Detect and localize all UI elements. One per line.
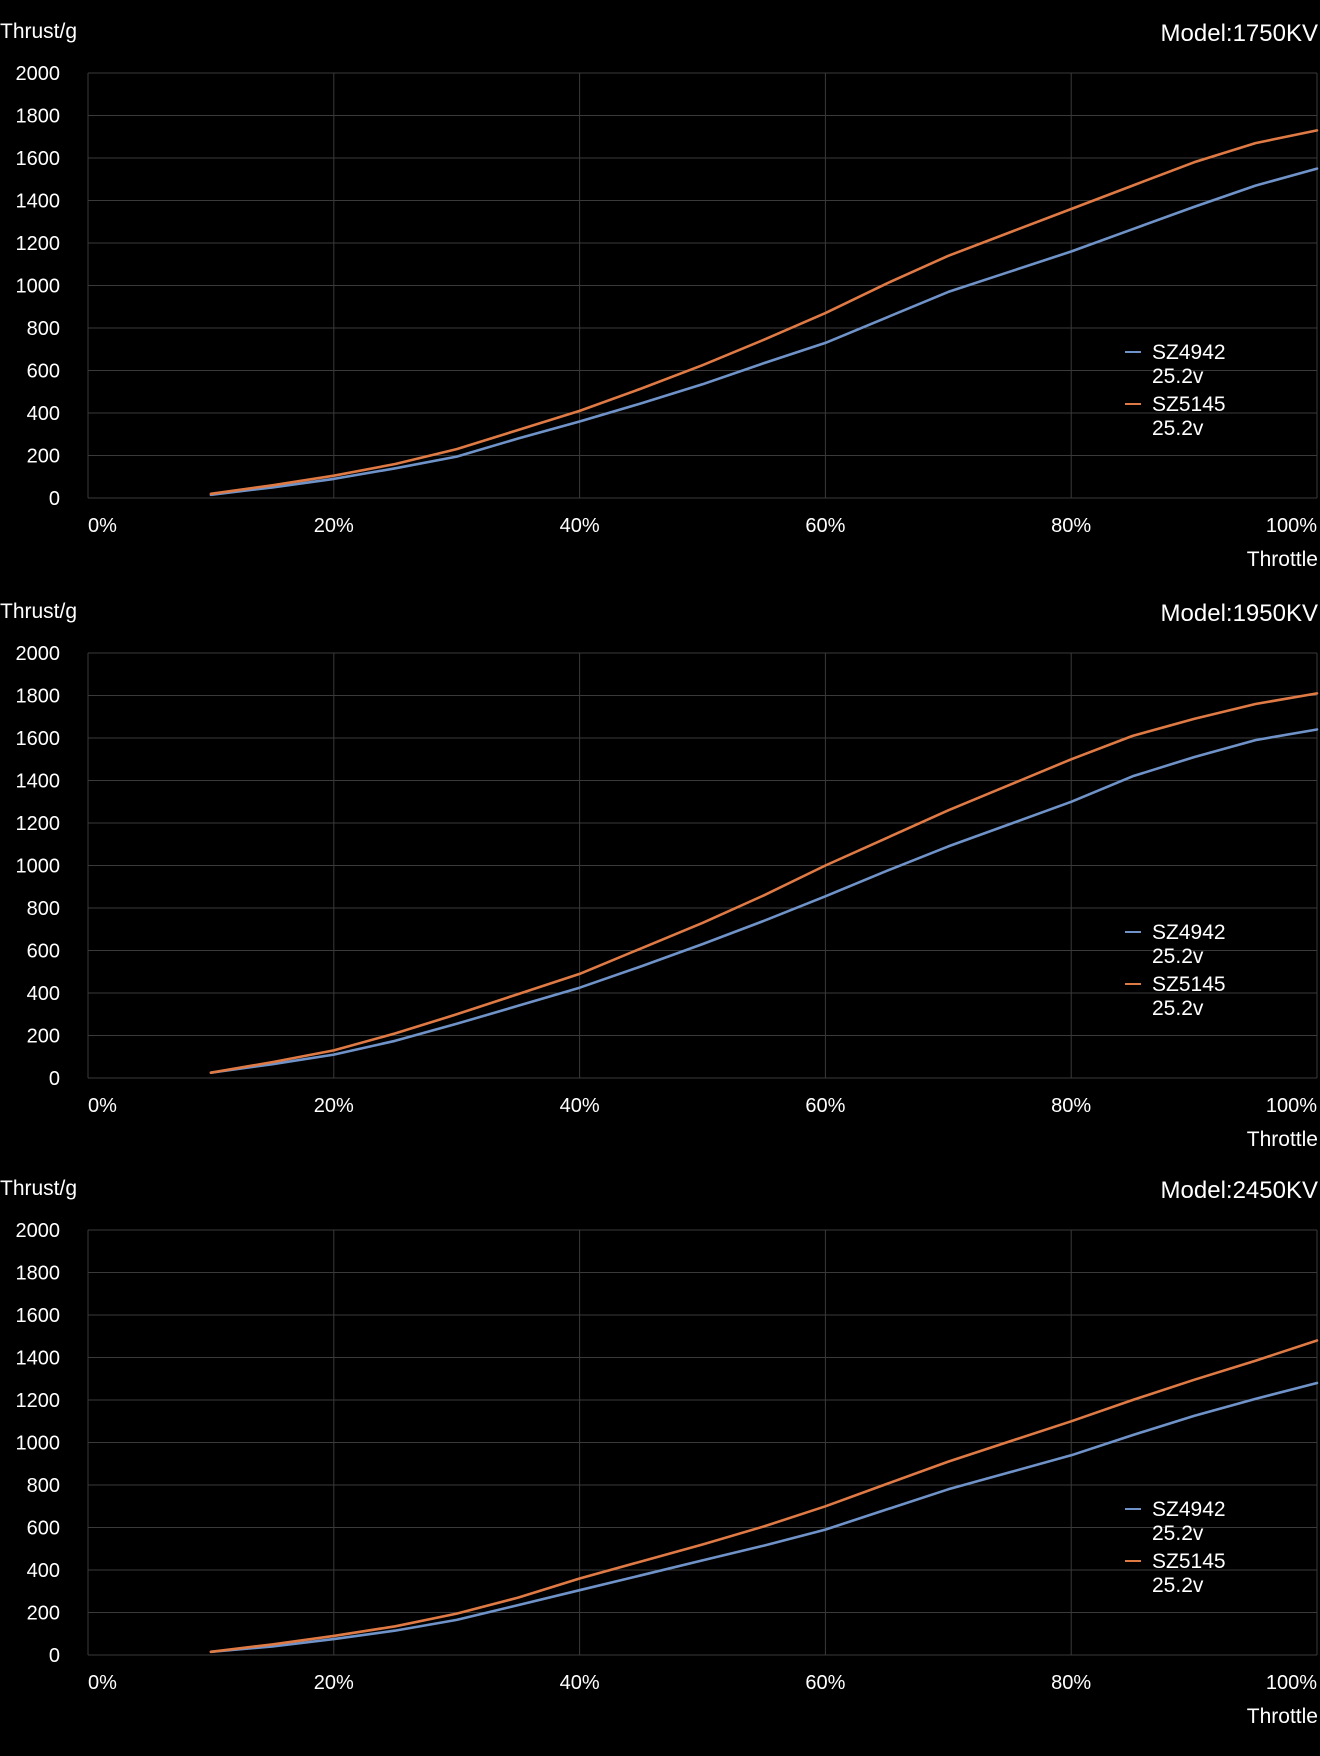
y-tick-label: 200 <box>27 446 60 468</box>
legend-sublabel: 25.2v <box>1152 997 1204 1020</box>
y-tick-label: 1600 <box>16 1305 61 1327</box>
series-line-sz4942 <box>209 167 1319 497</box>
x-tick-label: 100% <box>1266 1095 1317 1117</box>
x-tick-label: 40% <box>560 1672 600 1694</box>
y-tick-label: 1800 <box>16 1263 61 1285</box>
chart-2450kv: 0 200 400 600 800 1000 1200 1400 1600 1800 2000 0% 2… <box>16 1220 1319 1694</box>
chart-title: Model:1950KV <box>1160 600 1318 627</box>
y-tick-label: 1000 <box>16 1433 61 1455</box>
y-tick-label: 600 <box>27 1518 60 1540</box>
y-tick-label: 400 <box>27 983 60 1005</box>
y-tick-label: 1600 <box>16 728 61 750</box>
x-tick-label: 20% <box>314 515 354 537</box>
y-tick-label: 200 <box>27 1603 60 1625</box>
x-tick-label: 40% <box>560 515 600 537</box>
series-line-sz4942 <box>209 728 1319 1075</box>
y-tick-label: 800 <box>27 1475 60 1497</box>
x-tick-label: 0% <box>88 515 117 537</box>
y-tick-label: 0 <box>49 1645 60 1667</box>
x-tick-label: 0% <box>88 1672 117 1694</box>
chart-panel-1950kv: 0 200 400 600 800 1000 1200 1400 1600 1800 2000 0% 2… <box>0 580 1320 1160</box>
y-tick-label: 2000 <box>16 643 61 665</box>
y-tick-label: 800 <box>27 898 60 920</box>
legend-label: SZ5145 <box>1152 393 1226 416</box>
y-tick-label: 1200 <box>16 1390 61 1412</box>
y-tick-label: 1200 <box>16 233 61 255</box>
chart-title: Model:2450KV <box>1160 1177 1318 1204</box>
y-tick-label: 1000 <box>16 276 61 298</box>
y-tick-label: 1400 <box>16 1348 61 1370</box>
x-axis-title: Throttle <box>1246 1128 1318 1151</box>
y-tick-label: 600 <box>27 941 60 963</box>
y-tick-label: 1400 <box>16 191 61 213</box>
legend-sublabel: 25.2v <box>1152 1574 1204 1597</box>
y-tick-label: 400 <box>27 403 60 425</box>
series-line-sz5145 <box>209 1339 1319 1654</box>
y-tick-label: 0 <box>49 1068 60 1090</box>
x-tick-label: 20% <box>314 1672 354 1694</box>
y-tick-label: 1800 <box>16 686 61 708</box>
series-line-sz5145 <box>209 129 1319 496</box>
x-tick-label: 0% <box>88 1095 117 1117</box>
x-tick-label: 40% <box>560 1095 600 1117</box>
x-tick-label: 60% <box>805 1095 845 1117</box>
chart-title: Model:1750KV <box>1160 20 1318 47</box>
y-tick-label: 200 <box>27 1026 60 1048</box>
legend-label: SZ4942 <box>1152 921 1226 944</box>
y-tick-label: 2000 <box>16 63 61 85</box>
x-tick-label: 60% <box>805 515 845 537</box>
x-tick-label: 80% <box>1051 1095 1091 1117</box>
chart-panel-1750kv: 0 200 400 600 800 1000 1200 1400 1600 1800 2000 0% 2… <box>0 0 1320 580</box>
x-tick-label: 100% <box>1266 515 1317 537</box>
x-tick-label: 80% <box>1051 1672 1091 1694</box>
x-tick-label: 100% <box>1266 1672 1317 1694</box>
legend-sublabel: 25.2v <box>1152 1522 1204 1545</box>
series-line-sz5145 <box>209 692 1319 1075</box>
x-axis-title: Throttle <box>1246 1705 1318 1728</box>
y-tick-label: 400 <box>27 1560 60 1582</box>
chart-1950kv: 0 200 400 600 800 1000 1200 1400 1600 1800 2000 0% 2… <box>16 643 1319 1117</box>
y-tick-label: 2000 <box>16 1220 61 1242</box>
y-tick-label: 1800 <box>16 106 61 128</box>
legend-sublabel: 25.2v <box>1152 365 1204 388</box>
x-axis-title: Throttle <box>1246 548 1318 571</box>
legend-sublabel: 25.2v <box>1152 945 1204 968</box>
series-line-sz4942 <box>209 1381 1319 1654</box>
legend-label: SZ4942 <box>1152 1498 1226 1521</box>
y-tick-label: 1400 <box>16 771 61 793</box>
y-axis-title: Thrust/g <box>0 1177 78 1200</box>
y-tick-label: 1200 <box>16 813 61 835</box>
legend-label: SZ5145 <box>1152 1550 1226 1573</box>
x-tick-label: 80% <box>1051 515 1091 537</box>
x-tick-label: 20% <box>314 1095 354 1117</box>
y-tick-label: 600 <box>27 361 60 383</box>
y-tick-label: 1600 <box>16 148 61 170</box>
y-axis-title: Thrust/g <box>0 20 78 43</box>
legend-sublabel: 25.2v <box>1152 417 1204 440</box>
legend-label: SZ4942 <box>1152 341 1226 364</box>
y-tick-label: 800 <box>27 318 60 340</box>
y-tick-label: 0 <box>49 488 60 510</box>
y-tick-label: 1000 <box>16 856 61 878</box>
chart-panel-2450kv: 0 200 400 600 800 1000 1200 1400 1600 1800 2000 0% 2… <box>0 1157 1320 1737</box>
x-tick-label: 60% <box>805 1672 845 1694</box>
y-axis-title: Thrust/g <box>0 600 78 623</box>
chart-1750kv: 0 200 400 600 800 1000 1200 1400 1600 1800 2000 0% 2… <box>16 63 1319 537</box>
legend-label: SZ5145 <box>1152 973 1226 996</box>
